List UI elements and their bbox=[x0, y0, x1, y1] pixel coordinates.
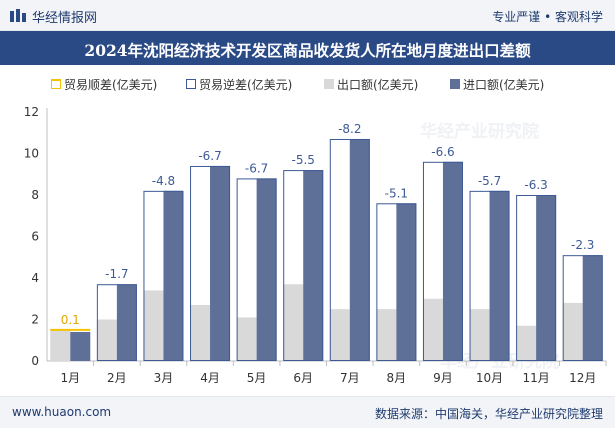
y-tick-label: 2 bbox=[31, 313, 39, 327]
x-tick-label: 10月 bbox=[476, 371, 503, 385]
deficit-outline bbox=[143, 190, 184, 361]
bars-layer bbox=[50, 138, 603, 362]
legend-label-import: 进口额(亿美元) bbox=[463, 78, 545, 92]
brand-name: 华经情报网 bbox=[32, 11, 98, 26]
import-bar bbox=[489, 190, 510, 361]
brand-slogan: 专业严谨 • 客观科学 bbox=[492, 10, 603, 24]
export-bar bbox=[516, 325, 537, 361]
legend-label-deficit: 贸易逆差(亿美元) bbox=[199, 78, 293, 92]
x-tick-label: 12月 bbox=[569, 371, 596, 385]
import-bar bbox=[442, 161, 463, 361]
deficit-outline bbox=[329, 138, 370, 361]
deficit-label: -6.7 bbox=[245, 161, 268, 175]
x-tick-label: 3月 bbox=[154, 371, 174, 385]
deficit-outline bbox=[236, 178, 277, 362]
deficit-outline bbox=[96, 284, 137, 362]
top-bar: 华经情报网 专业严谨 • 客观科学 bbox=[0, 0, 615, 31]
deficit-label: -6.6 bbox=[431, 145, 454, 159]
footer-url: www.huaon.com bbox=[12, 405, 112, 419]
deficit-label: -8.2 bbox=[338, 122, 361, 136]
deficit-outline bbox=[516, 195, 557, 361]
import-bar bbox=[163, 190, 184, 361]
footer-source: 数据来源：中国海关，华经产业研究院整理 bbox=[374, 407, 603, 421]
legend-label-surplus: 贸易顺差(亿美元) bbox=[64, 78, 158, 92]
axes-layer: 0 2 4 6 8 10 12 1月 2月 3月 4月 5月 6月 7月 8月 9月 10月 11月 12月 bbox=[24, 105, 607, 385]
export-bar bbox=[143, 290, 164, 361]
x-tick-label: 5月 bbox=[247, 371, 267, 385]
legend-swatch-deficit bbox=[186, 79, 196, 89]
x-tick-label: 11月 bbox=[522, 371, 549, 385]
import-bar bbox=[349, 138, 370, 361]
deficit-label: -6.7 bbox=[198, 149, 221, 163]
import-bar bbox=[582, 255, 603, 361]
export-bar bbox=[236, 317, 257, 361]
legend-swatch-surplus bbox=[51, 79, 61, 89]
y-tick-label: 12 bbox=[24, 105, 39, 119]
x-tick-label: 9月 bbox=[433, 371, 453, 385]
y-tick-label: 6 bbox=[31, 230, 39, 244]
y-tick-label: 4 bbox=[31, 271, 39, 285]
chart-title: 2024年沈阳经济技术开发区商品收发货人所在地月度进出口差额 bbox=[84, 41, 531, 60]
x-tick-label: 4月 bbox=[200, 371, 220, 385]
brand-logo-icon bbox=[10, 9, 26, 22]
x-tick-label: 1月 bbox=[60, 371, 80, 385]
deficit-label: -1.7 bbox=[105, 267, 128, 281]
export-bar bbox=[329, 309, 350, 361]
export-bar bbox=[190, 304, 211, 361]
title-bar: 2024年沈阳经济技术开发区商品收发货人所在地月度进出口差额 bbox=[0, 31, 615, 65]
x-tick-label: 2月 bbox=[107, 371, 127, 385]
export-bar bbox=[422, 298, 443, 361]
deficit-label: -4.8 bbox=[152, 174, 175, 188]
export-bar bbox=[562, 302, 583, 361]
labels-layer: 0.1 -1.7 -4.8 -6.7 -6.7 -5.5 -8.2 -5.1 -6.6 -5.7 -… bbox=[61, 122, 595, 327]
export-bar bbox=[96, 319, 117, 361]
deficit-label: -5.5 bbox=[291, 153, 314, 167]
deficit-outline bbox=[469, 190, 510, 361]
deficit-outline bbox=[283, 170, 324, 361]
import-bar bbox=[536, 195, 557, 361]
y-tick-label: 8 bbox=[31, 188, 39, 202]
deficit-outline bbox=[190, 165, 231, 361]
x-tick-label: 8月 bbox=[387, 371, 407, 385]
import-bar bbox=[116, 284, 137, 361]
deficit-label: -5.1 bbox=[385, 186, 408, 200]
legend-swatch-import bbox=[450, 79, 460, 89]
deficit-outline bbox=[376, 203, 417, 361]
import-bar bbox=[256, 178, 277, 361]
import-bar bbox=[210, 165, 231, 361]
y-tick-label: 0 bbox=[31, 354, 39, 368]
surplus-label: 0.1 bbox=[61, 313, 80, 327]
x-tick-label: 7月 bbox=[340, 371, 360, 385]
export-bar bbox=[469, 309, 490, 361]
watermark-text: 华经产业研究院 bbox=[420, 121, 539, 142]
export-bar bbox=[50, 329, 71, 361]
x-tick-label: 6月 bbox=[293, 371, 313, 385]
deficit-label: -6.3 bbox=[524, 178, 547, 192]
import-bar bbox=[70, 331, 91, 361]
export-bar bbox=[283, 284, 304, 361]
footer-bar: www.huaon.com 数据来源：中国海关，华经产业研究院整理 bbox=[0, 396, 615, 428]
chart-legend: 贸易顺差(亿美元) 贸易逆差(亿美元) 出口额(亿美元) 进口额(亿美元) bbox=[0, 76, 615, 94]
legend-swatch-export bbox=[324, 79, 334, 89]
y-tick-label: 10 bbox=[24, 147, 39, 161]
deficit-label: -5.7 bbox=[478, 174, 501, 188]
deficit-outline bbox=[422, 161, 463, 361]
legend-label-export: 出口额(亿美元) bbox=[337, 78, 419, 92]
import-bar bbox=[303, 170, 324, 361]
import-bar bbox=[396, 203, 417, 361]
deficit-label: -2.3 bbox=[571, 238, 594, 252]
export-bar bbox=[376, 309, 397, 361]
deficit-outline bbox=[562, 255, 603, 361]
